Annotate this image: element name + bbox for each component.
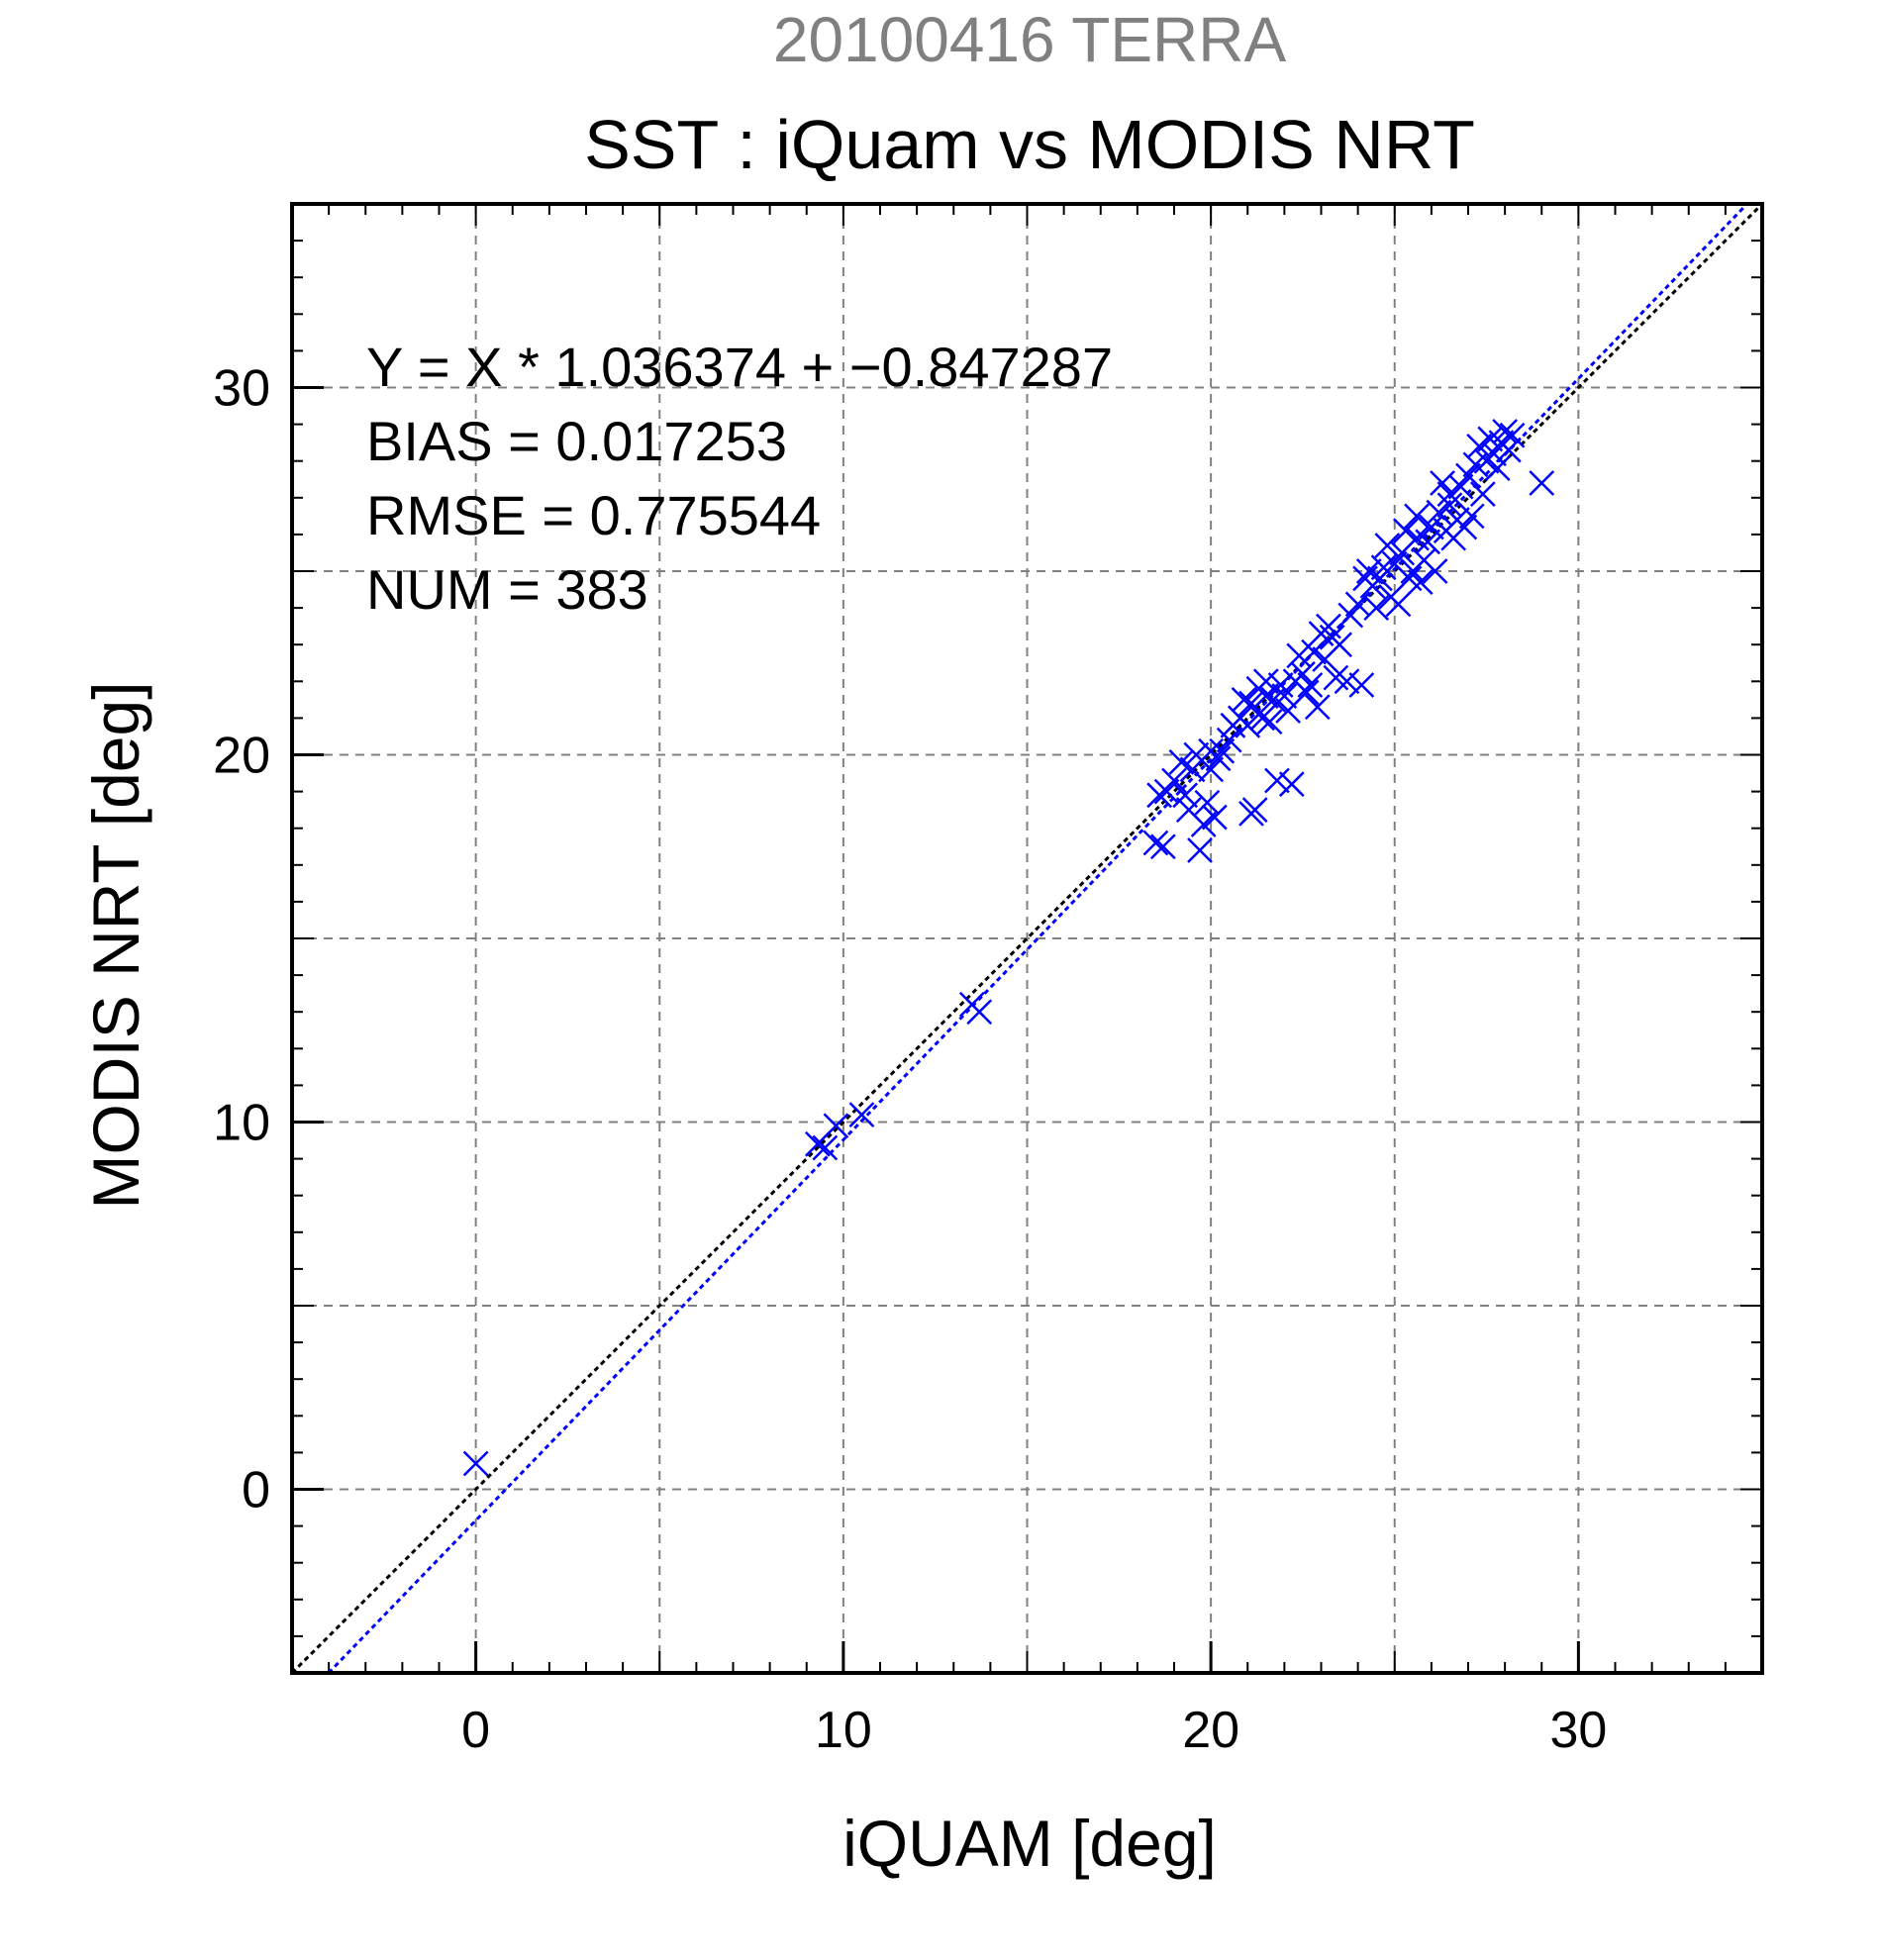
data-point — [1415, 529, 1441, 555]
data-point — [1385, 591, 1412, 618]
data-point — [1363, 595, 1390, 621]
chart-supertitle: 20100416 TERRA — [773, 4, 1287, 75]
data-point — [1241, 797, 1268, 824]
data-point — [966, 999, 993, 1026]
data-point — [1149, 833, 1176, 860]
data-point — [1418, 514, 1444, 540]
data-point — [812, 1134, 839, 1161]
y-tick-label: 20 — [213, 728, 270, 785]
x-tick-label: 20 — [1182, 1702, 1239, 1759]
data-point — [1301, 638, 1327, 665]
data-point — [1235, 712, 1261, 738]
x-tick-label: 10 — [815, 1702, 872, 1759]
stats-rmse: RMSE = 0.775544 — [366, 484, 821, 546]
data-point — [1209, 737, 1236, 764]
data-point — [1407, 569, 1434, 596]
data-point — [1455, 462, 1481, 489]
x-tick-label: 0 — [461, 1702, 490, 1759]
chart-title: SST : iQuam vs MODIS NRT — [584, 106, 1475, 183]
data-point — [1201, 804, 1228, 831]
data-point — [1436, 492, 1463, 519]
data-point — [1264, 767, 1290, 794]
y-tick-label: 10 — [213, 1095, 270, 1152]
data-point — [1466, 433, 1493, 459]
data-point — [1337, 602, 1364, 629]
data-point — [1447, 473, 1474, 500]
plot-frame — [290, 202, 1764, 1675]
data-point — [1256, 709, 1283, 735]
data-point — [1187, 837, 1213, 863]
data-point — [1451, 514, 1478, 540]
data-point — [1190, 812, 1217, 837]
data-point — [1529, 470, 1555, 496]
data-point — [1404, 503, 1430, 530]
data-point — [1393, 518, 1419, 544]
data-point — [1334, 668, 1360, 695]
data-point — [1348, 672, 1375, 698]
one-to-one-line — [290, 202, 1764, 1675]
y-tick-label: 30 — [213, 360, 270, 418]
data-point — [1271, 683, 1298, 710]
data-point — [1293, 679, 1320, 706]
data-points — [462, 419, 1555, 1477]
y-axis-label: MODIS NRT [deg] — [79, 681, 152, 1209]
data-point — [1216, 727, 1242, 753]
data-point — [1172, 782, 1199, 809]
data-point — [1161, 767, 1187, 794]
data-point — [1198, 756, 1225, 783]
data-point — [1344, 591, 1371, 618]
data-point — [1499, 422, 1526, 448]
data-point — [1297, 672, 1324, 698]
y-tick-label: 0 — [242, 1462, 270, 1519]
stats-num: NUM = 383 — [366, 558, 648, 621]
data-point — [823, 1113, 849, 1139]
data-point — [1422, 558, 1448, 584]
data-point — [1426, 499, 1452, 526]
x-axis-label: iQUAM [deg] — [842, 1807, 1217, 1880]
data-point — [1278, 771, 1305, 798]
data-point — [1205, 745, 1232, 772]
data-point — [1327, 632, 1352, 658]
data-point — [462, 1450, 489, 1477]
data-point — [848, 1102, 875, 1127]
axis-ticks — [292, 386, 1580, 1673]
data-point — [1495, 437, 1522, 463]
data-point — [1142, 830, 1169, 856]
data-point — [1458, 503, 1485, 530]
data-point — [1469, 481, 1496, 507]
x-tick-label: 30 — [1549, 1702, 1607, 1759]
stats-regression: Y = X * 1.036374 + −0.847287 — [366, 336, 1113, 398]
data-point — [1374, 533, 1401, 558]
data-point — [1355, 558, 1382, 584]
stats-bias: BIAS = 0.017253 — [366, 410, 787, 472]
data-point — [1249, 705, 1275, 732]
data-point — [1252, 668, 1279, 695]
data-point — [1168, 749, 1195, 775]
data-point — [1194, 789, 1221, 816]
grid-lines — [292, 204, 1762, 1673]
data-point — [1484, 455, 1511, 482]
data-point — [1304, 694, 1331, 721]
